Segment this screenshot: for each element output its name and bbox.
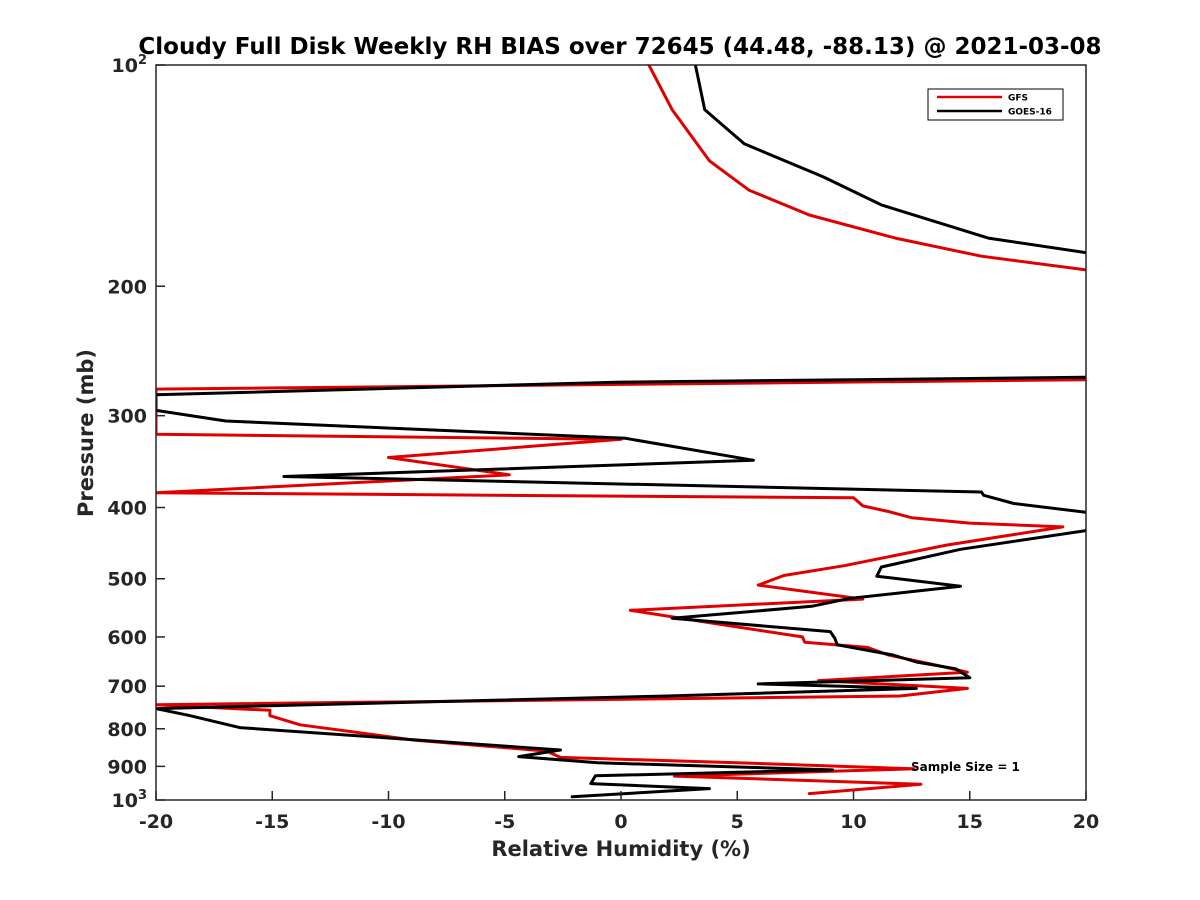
y-tick-label: 300 <box>107 406 147 428</box>
y-tick-label: 600 <box>107 627 147 649</box>
y-tick-label: 400 <box>107 498 147 520</box>
sample-size-annotation: Sample Size = 1 <box>911 760 1020 774</box>
series-line-gfs <box>156 65 1086 796</box>
y-tick-label: 200 <box>107 276 147 298</box>
x-tick-label: -20 <box>139 811 173 833</box>
y-tick-label: 800 <box>107 719 147 741</box>
x-tick-label: 20 <box>1073 811 1099 833</box>
x-tick-label: 15 <box>957 811 983 833</box>
y-axis-label: Pressure (mb) <box>74 349 98 517</box>
x-axis-ticks: -20 -15 -10 -5 0 5 10 15 20 <box>139 791 1099 833</box>
y-tick-label: 700 <box>107 676 147 698</box>
y-tick-label: 103 <box>112 788 148 812</box>
x-tick-label: 0 <box>614 811 627 833</box>
x-tick-label: 5 <box>731 811 744 833</box>
legend-label: GOES-16 <box>1008 108 1052 118</box>
x-tick-label: -5 <box>494 811 515 833</box>
legend-box <box>927 88 1064 121</box>
legend: GFS GOES-16 <box>927 88 1064 121</box>
chart-title: Cloudy Full Disk Weekly RH BIAS over 726… <box>138 34 1101 60</box>
y-axis-ticks: 102 200 300 400 500 600 700 800 900 103 <box>107 53 165 812</box>
x-tick-label: 10 <box>840 811 866 833</box>
series-line-goes16 <box>156 65 1086 799</box>
x-tick-label: -15 <box>255 811 289 833</box>
x-tick-label: -10 <box>371 811 405 833</box>
legend-label: GFS <box>1008 94 1028 104</box>
y-tick-label: 900 <box>107 756 147 778</box>
y-tick-label: 102 <box>112 53 148 77</box>
x-axis-label: Relative Humidity (%) <box>491 837 750 861</box>
series-lines <box>156 65 1086 799</box>
legend-items: GFS GOES-16 <box>937 94 1052 118</box>
y-tick-label: 500 <box>107 569 147 591</box>
